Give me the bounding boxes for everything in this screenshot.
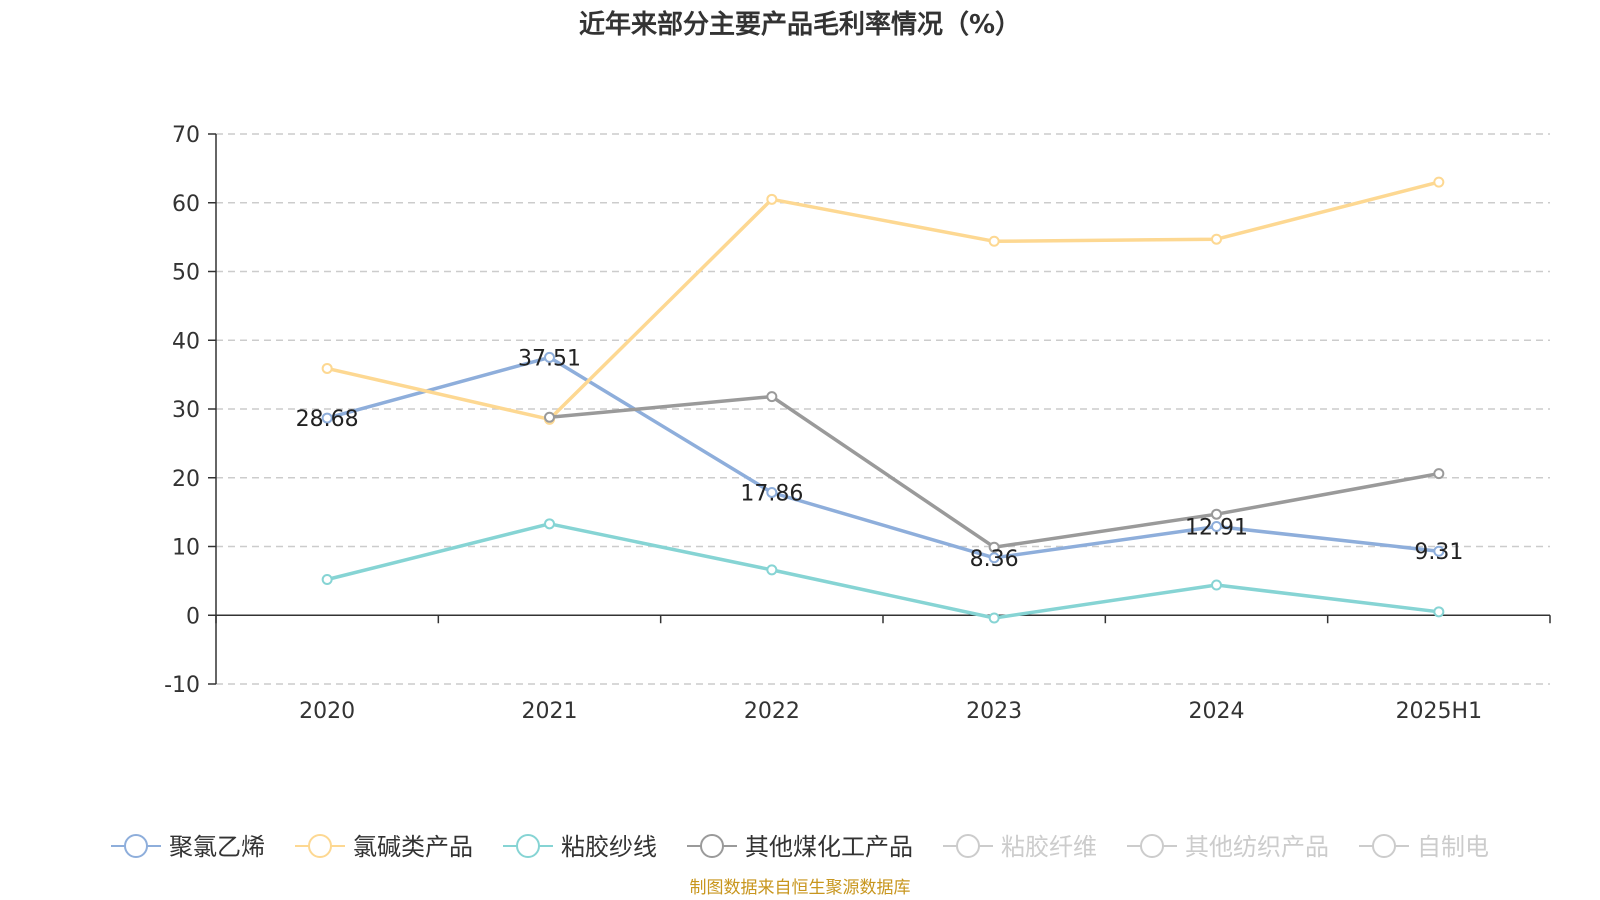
data-point: [766, 564, 778, 576]
legend-marker-icon: [124, 834, 148, 858]
series-line: [326, 180, 1440, 422]
y-tick-label: 0: [186, 604, 200, 629]
legend-marker-icon: [956, 834, 980, 858]
data-point: [1433, 606, 1445, 618]
y-tick-label: 60: [172, 192, 200, 217]
data-point: [1433, 468, 1445, 480]
legend-label: 聚氯乙烯: [169, 833, 265, 861]
legend-item[interactable]: 粘胶纱线: [503, 833, 657, 861]
series-line: [549, 394, 1440, 549]
series-line: [326, 522, 1440, 620]
axes: -10 0 10 20 30 40 50 60 70 2020 2021 2022 2023 2024 20…: [164, 123, 1551, 724]
data-point: [1433, 545, 1445, 557]
source-note: 制图数据来自恒生聚源数据库: [690, 878, 911, 898]
legend-label: 粘胶纤维: [1001, 833, 1097, 861]
data-label: 8.36: [970, 547, 1019, 572]
data-point: [544, 351, 555, 363]
data-point: [988, 612, 1000, 624]
data-point: [321, 412, 333, 424]
data-point: [988, 235, 1000, 247]
chart-title: 近年来部分主要产品毛利率情况（%）: [579, 9, 1021, 40]
data-point: [766, 486, 778, 498]
legend-item[interactable]: 氯碱类产品: [295, 833, 473, 861]
legend-item[interactable]: 粘胶纤维: [943, 833, 1097, 861]
data-label: 9.31: [1414, 540, 1463, 565]
y-tick-label: 50: [172, 261, 200, 286]
data-label: 28.68: [296, 407, 359, 432]
legend-marker-icon: [700, 834, 724, 858]
data-point: [1211, 233, 1222, 245]
legend-marker-icon: [1140, 834, 1164, 858]
x-tick-label: 2025H1: [1396, 699, 1483, 724]
legend-item[interactable]: 自制电: [1359, 833, 1489, 861]
legend-item[interactable]: 其他煤化工产品: [687, 833, 913, 861]
y-tick-label: 10: [172, 536, 200, 561]
legend-item[interactable]: 聚氯乙烯: [111, 833, 265, 861]
y-tick-label: 30: [172, 398, 200, 423]
series-line: [326, 355, 1439, 560]
legend-label: 其他煤化工产品: [745, 833, 913, 861]
data-point: [766, 193, 778, 205]
data-point: [1211, 579, 1222, 591]
legend-marker-icon: [308, 834, 332, 858]
y-tick-label: 40: [172, 329, 200, 354]
y-tick-label: -10: [164, 673, 200, 698]
grid-lines: [216, 133, 1550, 685]
y-tick-label: 70: [172, 123, 200, 148]
data-labels: 28.68 37.51 17.86 8.36 12.91 9.31: [296, 346, 1464, 571]
data-label: 12.91: [1185, 515, 1248, 540]
x-tick-label: 2022: [744, 699, 800, 724]
data-point: [321, 574, 333, 585]
legend-label: 氯碱类产品: [353, 833, 473, 861]
data-point: [1433, 176, 1445, 188]
series-lines: [321, 176, 1445, 624]
y-tick-label: 20: [172, 467, 200, 492]
legend-label: 粘胶纱线: [561, 833, 657, 861]
legend: 聚氯乙烯 氯碱类产品 粘胶纱线 其他煤化工产品 粘胶纤维 其他纺织产品 自制电: [111, 833, 1489, 861]
legend-marker-icon: [516, 834, 540, 858]
legend-label: 自制电: [1417, 833, 1489, 861]
legend-marker-icon: [1372, 834, 1396, 858]
x-tick-label: 2020: [299, 699, 355, 724]
data-point: [1211, 520, 1222, 532]
x-tick-label: 2023: [966, 699, 1022, 724]
x-tick-label: 2021: [522, 699, 578, 724]
data-label: 37.51: [518, 346, 581, 371]
data-point: [766, 391, 778, 403]
x-tick-label: 2024: [1189, 699, 1245, 724]
data-point: [1211, 508, 1222, 520]
data-point: [544, 518, 555, 530]
data-point: [544, 411, 555, 423]
legend-item[interactable]: 其他纺织产品: [1127, 833, 1329, 861]
data-point: [988, 552, 1000, 564]
data-label: 17.86: [740, 481, 803, 506]
data-point: [988, 541, 1000, 553]
data-point: [321, 362, 333, 374]
legend-label: 其他纺织产品: [1185, 833, 1329, 861]
